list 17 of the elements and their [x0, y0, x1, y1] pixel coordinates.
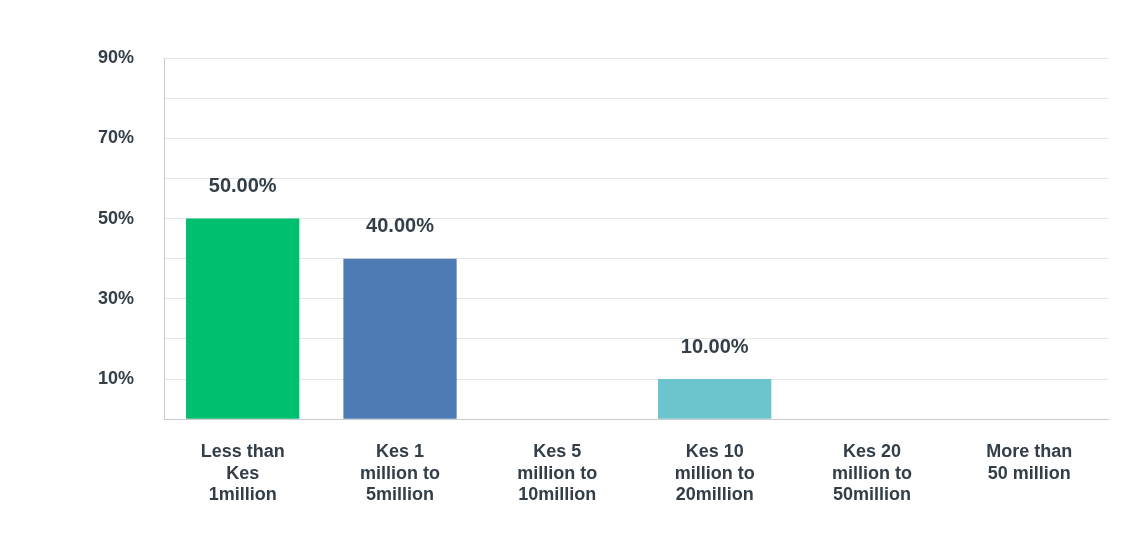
bar — [186, 218, 300, 419]
y-tick-label: 50% — [98, 207, 135, 228]
y-tick-label: 10% — [98, 368, 135, 389]
y-tick-label: 30% — [98, 287, 135, 308]
y-tick-label: 70% — [98, 127, 135, 148]
x-tick-label: Less than Kes 1million — [200, 440, 285, 505]
x-tick-label: Kes 10 million to 20million — [674, 440, 755, 505]
bar — [658, 379, 772, 419]
data-label: 10.00% — [680, 334, 749, 357]
x-tick-label: Kes 20 million to 50million — [832, 440, 913, 505]
x-tick-label: Kes 1 million to 5million — [360, 440, 441, 505]
y-tick-label: 90% — [98, 46, 135, 67]
x-tick-label: Kes 5 million to 10million — [517, 440, 598, 505]
x-tick-label: More than 50 million — [986, 440, 1073, 483]
data-label: 40.00% — [366, 214, 435, 237]
bar — [343, 258, 457, 419]
data-label: 50.00% — [208, 174, 277, 197]
